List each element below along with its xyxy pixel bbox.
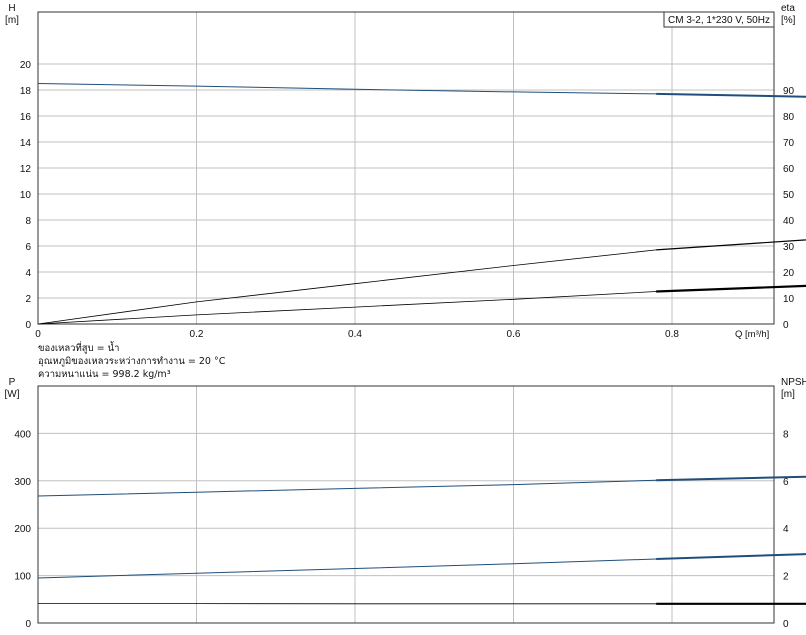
upper-left-tick-label: 16 (20, 112, 32, 123)
upper-left-tick-label: 10 (20, 190, 32, 201)
upper-right-tick-label: 50 (783, 190, 795, 201)
upper-left-axis-label: H (8, 3, 15, 14)
lower-curve-P1 (656, 475, 806, 482)
lower-right-tick-label: 2 (783, 572, 789, 583)
upper-right-tick-label: 30 (783, 242, 795, 253)
lower-curve-P2-extrapolated (37, 558, 657, 579)
chart-title: CM 3-2, 1*230 V, 50Hz (668, 15, 770, 26)
upper-right-axis-unit: [%] (781, 15, 796, 26)
lower-right-tick-label: 8 (783, 429, 789, 440)
lower-plot-frame (37, 385, 775, 624)
upper-right-axis-label: eta (781, 3, 795, 14)
lower-left-tick-label: 400 (14, 429, 31, 440)
upper-curve-eta_thin-extrapolated (37, 249, 657, 325)
upper-curve-eta_thick-extrapolated (37, 291, 657, 325)
upper-left-axis-unit: [m] (5, 15, 19, 26)
lower-right-tick-label: 6 (783, 477, 789, 488)
upper-right-tick-label: 70 (783, 138, 795, 149)
liquid-note: ของเหลวที่สูบ = น้ำ (38, 343, 120, 354)
upper-right-tick-label: 10 (783, 294, 795, 305)
lower-left-tick-label: 100 (14, 572, 31, 583)
upper-left-tick-label: 6 (25, 242, 31, 253)
upper-left-tick-label: 4 (25, 268, 31, 279)
lower-left-tick-label: 200 (14, 524, 31, 535)
lower-right-tick-label: 0 (783, 619, 789, 630)
upper-left-tick-label: 18 (20, 86, 32, 97)
label-layer: 024681012141618200102030405060708090H[m]… (5, 3, 806, 630)
upper-right-tick-label: 20 (783, 268, 795, 279)
x-tick-label: 0.8 (665, 329, 679, 340)
upper-left-tick-label: 20 (20, 60, 32, 71)
upper-right-tick-label: 40 (783, 216, 795, 227)
lower-left-axis-label: P (9, 377, 16, 388)
plot-frames (37, 11, 775, 624)
x-tick-label: 0.4 (348, 329, 362, 340)
upper-right-tick-label: 80 (783, 112, 795, 123)
lower-left-tick-label: 300 (14, 477, 31, 488)
lower-curve-P1-extrapolated (37, 479, 657, 497)
upper-left-tick-label: 12 (20, 164, 32, 175)
upper-right-tick-label: 90 (783, 86, 795, 97)
lower-right-axis-label: NPSH (781, 377, 806, 388)
x-axis-label: Q [m³/h] (735, 329, 769, 340)
upper-left-tick-label: 8 (25, 216, 31, 227)
lower-left-tick-label: 0 (25, 619, 31, 630)
upper-left-tick-label: 14 (20, 138, 32, 149)
upper-curve-head-extrapolated (37, 83, 657, 95)
lower-curve-npsh (656, 602, 806, 605)
upper-plot-frame (37, 11, 775, 325)
x-tick-label: 0.6 (507, 329, 521, 340)
curve-layer (37, 83, 806, 605)
x-tick-label: 0 (35, 329, 41, 340)
upper-right-tick-label: 60 (783, 164, 795, 175)
lower-curve-P2 (656, 553, 806, 560)
x-tick-label: 0.2 (190, 329, 204, 340)
chart-title-box (663, 11, 775, 28)
lower-left-axis-unit: [W] (5, 389, 20, 400)
upper-left-tick-label: 2 (25, 294, 31, 305)
upper-left-tick-label: 0 (25, 320, 31, 331)
density-note: ความหนาแน่น = 998.2 kg/m³ (38, 369, 171, 380)
upper-right-tick-label: 0 (783, 320, 789, 331)
lower-right-tick-label: 4 (783, 524, 789, 535)
temperature-note: อุณหภูมิของเหลวระหว่างการทำงาน = 20 °C (38, 356, 226, 367)
lower-right-axis-unit: [m] (781, 389, 795, 400)
